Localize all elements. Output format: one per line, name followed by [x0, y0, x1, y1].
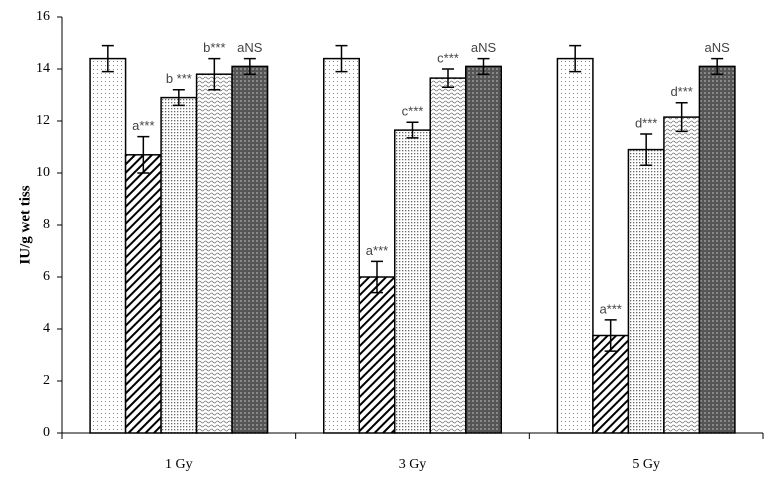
y-tick-label: 4: [43, 321, 50, 336]
annotation: d***: [670, 84, 692, 99]
error-bar: [640, 133, 653, 166]
bar: [195, 73, 233, 434]
annotation: a***: [599, 301, 621, 316]
error-bar: [137, 135, 150, 174]
x-tick-label: 5 Gy: [632, 457, 660, 472]
y-tick-label: 0: [43, 425, 50, 440]
error-bar: [675, 102, 688, 133]
annotation: c***: [437, 50, 459, 65]
annotation: aNS: [471, 40, 497, 55]
y-tick-label: 16: [36, 9, 50, 24]
y-tick-label: 6: [43, 269, 50, 284]
bar: [89, 57, 127, 434]
bar: [323, 57, 360, 434]
annotation: aNS: [237, 40, 263, 55]
y-tick-label: 14: [36, 61, 50, 76]
bar: [465, 65, 502, 434]
error-bar: [101, 44, 114, 73]
error-bar: [711, 57, 724, 75]
y-tick-label: 12: [36, 113, 50, 128]
bar: [124, 154, 162, 434]
error-bar: [172, 89, 185, 107]
annotation: a***: [132, 118, 154, 133]
bar: [698, 65, 736, 434]
error-bar: [477, 57, 490, 75]
y-axis-label: IU/g wet tiss: [17, 185, 33, 264]
y-tick-label: 10: [36, 165, 50, 180]
bar: [627, 148, 665, 434]
annotation: b ***: [166, 71, 192, 86]
error-bar: [442, 68, 454, 88]
bar: [358, 276, 396, 434]
error-bar: [406, 121, 419, 139]
y-tick-label: 2: [43, 373, 50, 388]
bar: [231, 65, 269, 434]
annotation: c***: [402, 104, 424, 119]
annotation: b***: [203, 40, 225, 55]
error-bar: [335, 44, 348, 73]
bar: [556, 57, 594, 434]
error-bar: [208, 57, 221, 91]
annotation: a***: [366, 243, 388, 258]
annotation: aNS: [705, 40, 731, 55]
bar: [429, 77, 467, 434]
bar: [394, 129, 431, 434]
error-bar: [569, 44, 582, 73]
bar: [663, 116, 701, 434]
error-bar: [604, 319, 617, 352]
x-tick-label: 3 Gy: [399, 457, 427, 472]
error-bar: [243, 57, 256, 75]
x-tick-label: 1 Gy: [165, 457, 193, 472]
bar: [160, 96, 198, 434]
annotation: d***: [635, 115, 657, 130]
y-tick-label: 8: [43, 217, 50, 232]
error-bar: [371, 260, 383, 294]
